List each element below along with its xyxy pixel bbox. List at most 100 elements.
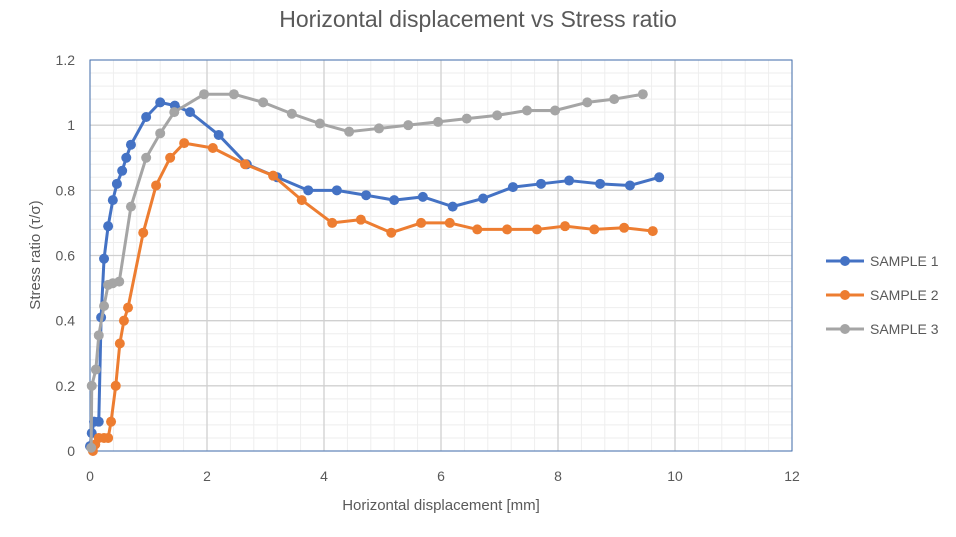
data-point <box>373 123 384 134</box>
y-axis-label: Stress ratio (τ/σ) <box>27 200 44 309</box>
data-point <box>637 89 648 100</box>
data-point <box>609 94 620 105</box>
data-point <box>564 175 575 186</box>
x-tick-label: 10 <box>667 468 683 484</box>
data-point <box>228 89 239 100</box>
y-tick-label: 0.8 <box>56 182 76 198</box>
data-point <box>107 195 118 206</box>
data-point <box>416 217 427 228</box>
data-point <box>103 221 114 232</box>
data-point <box>355 214 366 225</box>
data-point <box>123 302 134 313</box>
y-tick-label: 0.4 <box>56 313 76 329</box>
data-point <box>403 120 414 131</box>
series-line-3 <box>89 92 644 448</box>
data-point <box>117 165 128 176</box>
data-point <box>286 108 297 119</box>
data-point <box>93 330 104 341</box>
data-point <box>240 159 251 170</box>
data-point <box>386 227 397 238</box>
x-tick-label: 8 <box>554 468 562 484</box>
data-point <box>258 97 269 108</box>
data-point <box>507 182 518 193</box>
data-point <box>521 105 532 116</box>
legend: SAMPLE 1 SAMPLE 2 SAMPLE 3 <box>826 244 938 346</box>
data-point <box>327 217 338 228</box>
y-tick-label: 0.2 <box>56 378 76 394</box>
series-line-2 <box>91 141 653 452</box>
legend-item: SAMPLE 3 <box>826 312 938 346</box>
data-point <box>447 201 458 212</box>
data-point <box>90 364 101 375</box>
data-point <box>478 193 489 204</box>
data-point <box>550 105 561 116</box>
legend-marker-icon <box>826 324 864 334</box>
data-point <box>560 221 571 232</box>
data-point <box>589 224 600 235</box>
data-point <box>582 97 593 108</box>
data-point <box>106 416 117 427</box>
data-point <box>417 191 428 202</box>
data-point <box>93 416 104 427</box>
x-tick-label: 2 <box>203 468 211 484</box>
x-tick-label: 12 <box>784 468 800 484</box>
series-line-1 <box>88 100 660 447</box>
data-point <box>361 190 372 201</box>
data-point <box>86 380 97 391</box>
data-point <box>185 107 196 118</box>
data-point <box>296 195 307 206</box>
data-point <box>114 276 125 287</box>
data-point <box>110 380 121 391</box>
data-point <box>461 113 472 124</box>
x-tick-label: 0 <box>86 468 94 484</box>
data-point <box>155 97 166 108</box>
y-tick-label: 1 <box>67 117 75 133</box>
data-point <box>179 138 190 149</box>
data-point <box>624 180 635 191</box>
data-point <box>99 253 110 264</box>
data-point <box>314 118 325 129</box>
legend-marker-icon <box>826 256 864 266</box>
data-point <box>531 224 542 235</box>
data-point <box>125 201 136 212</box>
x-tick-label: 4 <box>320 468 328 484</box>
data-point <box>111 178 122 189</box>
data-point <box>155 128 166 139</box>
data-point <box>165 152 176 163</box>
data-point <box>389 195 400 206</box>
data-point <box>654 172 665 183</box>
data-point <box>141 152 152 163</box>
data-point <box>472 224 483 235</box>
legend-item: SAMPLE 2 <box>826 278 938 312</box>
data-point <box>619 222 630 233</box>
legend-item: SAMPLE 1 <box>826 244 938 278</box>
data-point <box>303 185 314 196</box>
legend-marker-icon <box>826 290 864 300</box>
legend-label: SAMPLE 1 <box>870 253 939 269</box>
data-point <box>595 178 606 189</box>
x-axis-label: Horizontal displacement [mm] <box>342 497 540 514</box>
data-point <box>114 338 125 349</box>
data-point <box>207 142 218 153</box>
data-point <box>268 170 279 181</box>
data-point <box>118 315 129 326</box>
data-point <box>344 126 355 137</box>
y-tick-label: 0 <box>67 443 75 459</box>
data-point <box>151 180 162 191</box>
chart-title: Horizontal displacement vs Stress ratio <box>279 6 677 32</box>
data-point <box>331 185 342 196</box>
data-point <box>444 217 455 228</box>
data-point <box>536 178 547 189</box>
y-tick-label: 1.2 <box>56 52 76 68</box>
data-point <box>141 112 152 123</box>
legend-label: SAMPLE 2 <box>870 287 939 303</box>
data-point <box>502 224 513 235</box>
data-point <box>199 89 210 100</box>
data-point <box>433 116 444 127</box>
data-point <box>103 432 114 443</box>
data-point <box>138 227 149 238</box>
data-point <box>99 301 110 312</box>
data-point <box>169 107 180 118</box>
